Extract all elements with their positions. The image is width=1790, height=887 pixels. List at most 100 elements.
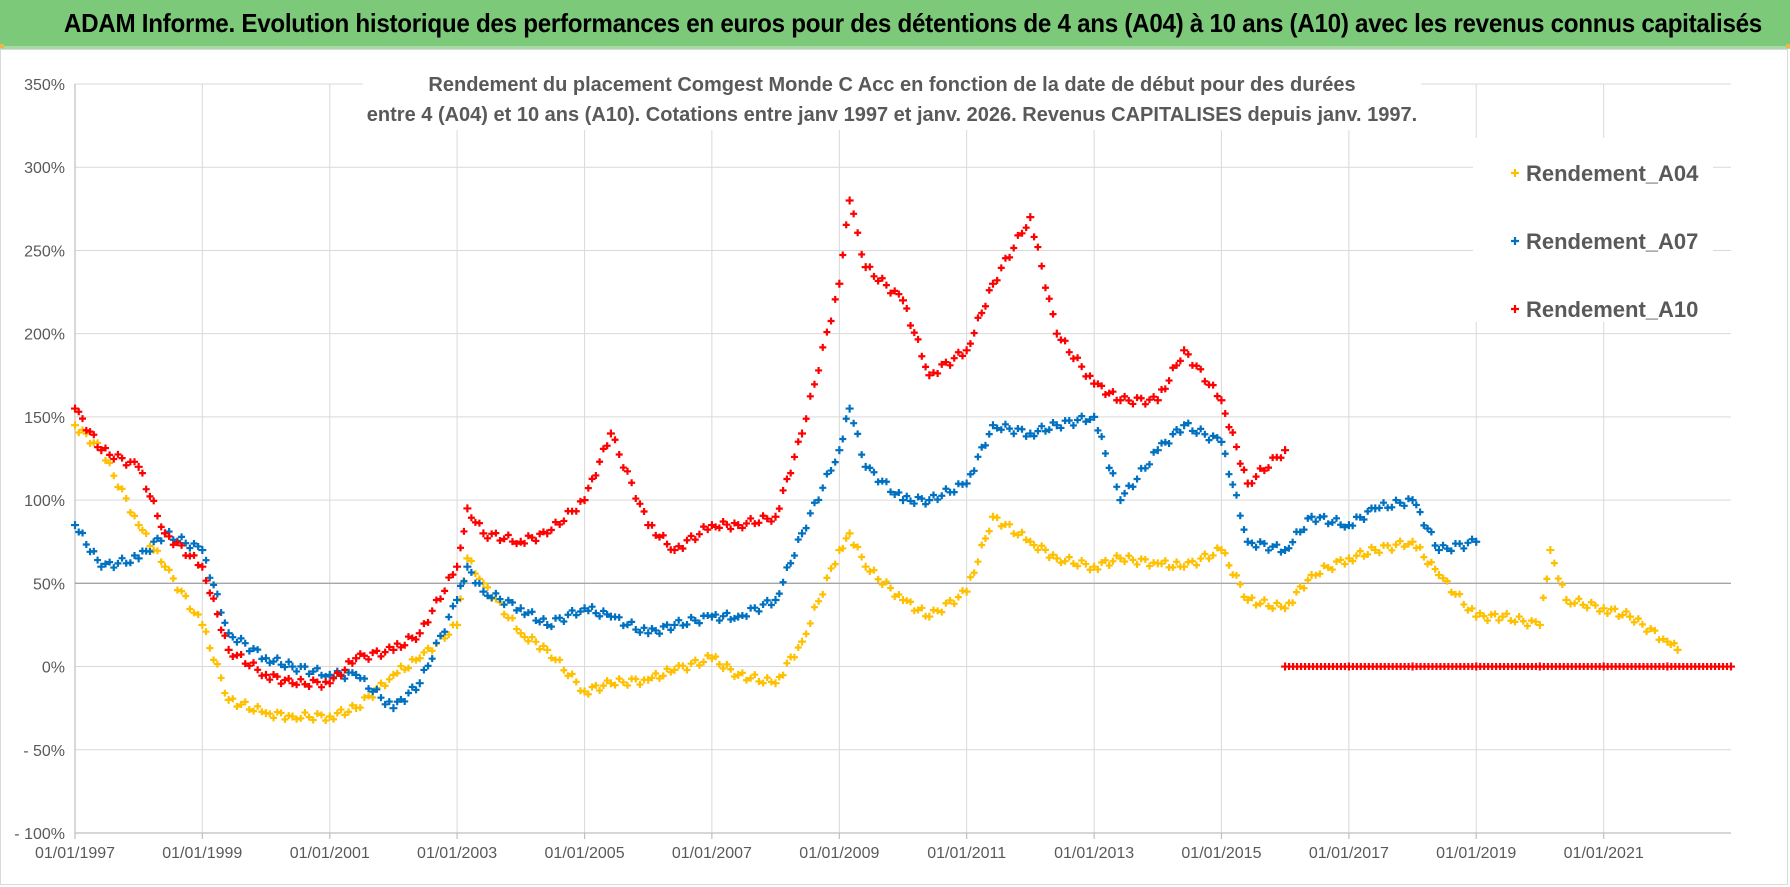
interp-point (1022, 432, 1030, 440)
interp-point (122, 461, 130, 469)
interp-point (138, 526, 146, 534)
interp-point (1337, 521, 1345, 529)
interp-point (101, 560, 109, 568)
interp-point (794, 438, 802, 446)
interp-point (1169, 364, 1177, 372)
interp-point (90, 431, 98, 439)
data-point (1090, 412, 1099, 421)
interp-point (1571, 599, 1579, 607)
data-point (644, 629, 653, 638)
interp-point (719, 517, 727, 525)
interp-point (656, 630, 664, 638)
data-point (835, 446, 844, 455)
interp-point (1519, 617, 1527, 625)
interp-point (437, 595, 444, 603)
interp-point (305, 683, 313, 691)
interp-point (270, 714, 278, 722)
interp-point (475, 519, 483, 527)
interp-point (1424, 524, 1432, 532)
interp-point (1651, 627, 1659, 635)
interp-point (101, 456, 109, 464)
interp-point (1197, 425, 1205, 433)
interp-point (1201, 550, 1209, 558)
interp-point (365, 685, 373, 693)
interp-point (317, 711, 325, 719)
interp-point (1034, 427, 1042, 435)
interp-point (1161, 438, 1169, 446)
interp-point (588, 603, 596, 611)
data-point (261, 670, 270, 679)
interp-point (401, 641, 409, 649)
interp-point (1010, 244, 1018, 252)
interp-point (75, 408, 83, 416)
interp-point (715, 660, 723, 668)
interp-point (1125, 396, 1133, 404)
interp-point (723, 609, 731, 617)
interp-point (1197, 555, 1205, 563)
interp-point (1256, 600, 1264, 608)
interp-point (404, 689, 412, 697)
interp-point (110, 472, 118, 480)
interp-point (727, 665, 735, 673)
interp-point (1078, 412, 1086, 420)
interp-point (810, 603, 818, 611)
interp-point (221, 689, 229, 697)
interp-point (1456, 540, 1464, 548)
interp-point (1158, 560, 1166, 568)
interp-point (202, 556, 210, 564)
data-point (845, 404, 854, 413)
interp-point (341, 666, 349, 674)
interp-point (1105, 562, 1113, 570)
interp-point (978, 541, 986, 549)
interp-point (1638, 620, 1646, 628)
interp-point (309, 716, 317, 724)
interp-point (1184, 419, 1192, 427)
interp-point (377, 652, 385, 660)
data-point (415, 629, 424, 638)
interp-point (1316, 570, 1324, 578)
interp-point (1443, 577, 1451, 585)
interp-point (779, 486, 787, 494)
interp-point (1141, 555, 1149, 563)
interp-point (839, 435, 847, 443)
interp-point (1137, 394, 1145, 402)
data-point (1052, 554, 1061, 563)
interp-point (1320, 562, 1328, 570)
interp-point (254, 702, 262, 710)
interp-point (82, 426, 90, 434)
interp-point (1476, 609, 1484, 617)
interp-point (1065, 348, 1073, 356)
data-point (1371, 546, 1380, 555)
interp-point (1074, 354, 1082, 362)
interp-point (445, 613, 453, 621)
x-tick-label: 01/01/2019 (1436, 845, 1516, 862)
data-point (1434, 571, 1443, 580)
interp-point (1201, 430, 1209, 438)
interp-point (500, 601, 508, 609)
interp-point (623, 681, 631, 689)
interp-point (457, 582, 465, 590)
interp-point (206, 589, 214, 597)
interp-point (1038, 422, 1046, 430)
interp-point (663, 621, 671, 629)
interp-point (1193, 561, 1201, 569)
interp-point (974, 453, 982, 461)
interp-point (213, 660, 221, 668)
interp-point (802, 524, 810, 532)
interp-point (1265, 602, 1272, 610)
interp-point (1447, 588, 1455, 596)
interp-point (1074, 416, 1082, 424)
interp-point (432, 639, 440, 647)
interp-point (1069, 560, 1077, 568)
interp-point (1289, 599, 1297, 607)
interp-point (1380, 499, 1388, 507)
interp-point (142, 485, 150, 493)
interp-point (648, 674, 656, 682)
interp-point (831, 458, 839, 466)
data-point (798, 637, 807, 646)
data-point (771, 679, 780, 688)
data-point (734, 521, 743, 530)
interp-point (831, 560, 839, 568)
interp-point (887, 488, 895, 496)
interp-point (1225, 470, 1233, 478)
